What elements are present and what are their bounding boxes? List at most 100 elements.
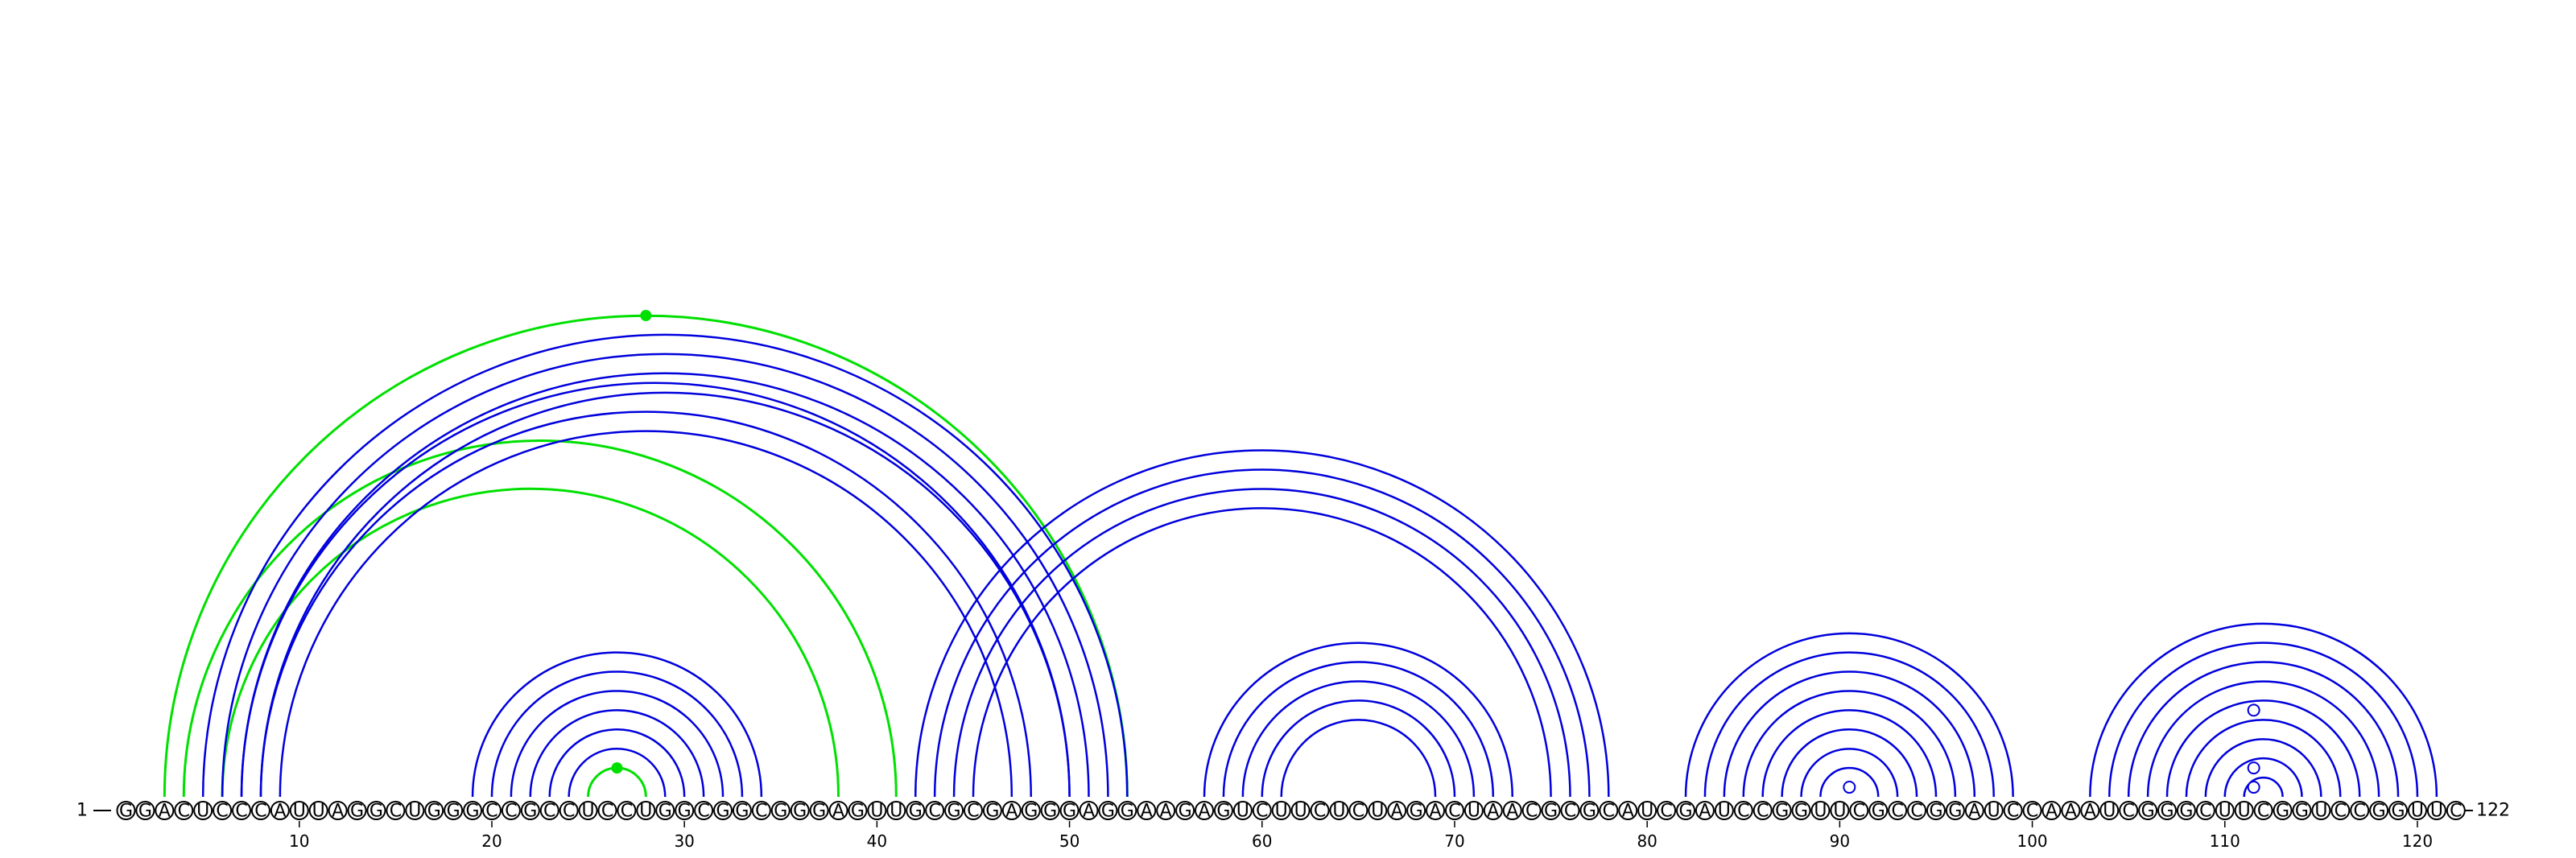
nucleotide-circle [1830, 801, 1850, 820]
nucleotide-letter: U [293, 802, 306, 822]
nucleotide-circle [386, 801, 406, 820]
nucleotide-letter: G [466, 802, 480, 822]
nucleotide: A [1195, 801, 1215, 822]
tick-label: 40 [867, 831, 887, 851]
nucleotide: U [1810, 801, 1831, 822]
nucleotide-letter: G [985, 802, 999, 822]
nucleotide-circle [1368, 801, 1388, 820]
nucleotide: G [982, 801, 1002, 822]
tick-label: 20 [481, 831, 502, 851]
nucleotide-circle [1483, 801, 1503, 820]
tick-label: 100 [2017, 831, 2047, 851]
base-pair-arc [1280, 719, 1437, 798]
nucleotide-circle [520, 801, 540, 820]
nucleotide: C [2195, 801, 2215, 822]
nucleotide-letter: A [1083, 802, 1095, 822]
nucleotide: G [809, 801, 829, 822]
nucleotide: C [2253, 801, 2273, 822]
tick-label: 70 [1444, 831, 1464, 851]
base-pair-arc [259, 391, 1071, 798]
nucleotide: C [501, 801, 521, 822]
nucleotide-circle [2446, 801, 2466, 820]
nucleotide-circle [1772, 801, 1792, 820]
nucleotide-circle [1079, 801, 1099, 820]
open-marker-circle [1843, 781, 1856, 794]
nucleotide-circle [424, 801, 444, 820]
nucleotide: U [2426, 801, 2446, 822]
nucleotide-letter: G [1872, 802, 1885, 822]
nucleotide-letter: G [1544, 802, 1558, 822]
nucleotide-letter: A [1430, 802, 1442, 822]
nucleotide-letter: G [119, 802, 133, 822]
nucleotide-letter: U [1718, 802, 1731, 822]
nucleotide: G [655, 801, 675, 822]
nucleotide: G [2138, 801, 2158, 822]
nucleotide-letter: U [312, 802, 325, 822]
nucleotide-letter: C [1564, 802, 1576, 822]
nucleotide: U [2234, 801, 2254, 822]
nucleotide: U [289, 801, 309, 822]
nucleotide-letter: C [2334, 802, 2347, 822]
base-pair-arc [279, 430, 1013, 798]
nucleotide-circle [1021, 801, 1041, 820]
base-pair-arc [972, 506, 1552, 798]
base-pair-arc [2204, 737, 2322, 798]
nucleotide: C [2330, 801, 2351, 822]
nucleotide-letter: C [2026, 802, 2038, 822]
nucleotide: C [539, 801, 559, 822]
nucleotide-letter: C [505, 802, 517, 822]
nucleotide: U [1637, 801, 1657, 822]
nucleotide-circle [2176, 801, 2196, 820]
nucleotide: C [751, 801, 771, 822]
nucleotide: C [1252, 801, 1272, 822]
alternative-pair-arc [182, 439, 898, 798]
nucleotide-circle [982, 801, 1002, 820]
nucleotide-letter: A [159, 802, 171, 822]
nucleotide-circle [1984, 801, 2004, 820]
nucleotide-letter: G [812, 802, 826, 822]
nucleotide-circle [270, 801, 290, 820]
base-pair-arc [2243, 776, 2284, 798]
nucleotide-circle [944, 801, 964, 820]
nucleotide-circle [1040, 801, 1060, 820]
nucleotide-letter: G [1929, 802, 1942, 822]
nucleotide: G [1676, 801, 1696, 822]
nucleotide: U [1232, 801, 1253, 822]
nucleotide-circle [2350, 801, 2370, 820]
nucleotide-letter: A [1699, 802, 1711, 822]
nucleotide-circle [2080, 801, 2100, 820]
base-pair-arc [548, 728, 686, 798]
nucleotide: G [1117, 801, 1137, 822]
sequence-end-label: 122 [2476, 801, 2510, 821]
nucleotide-letter: G [1121, 802, 1134, 822]
tick-layer: 10 20 30 40 50 60 70 80 90 100 110 120 [289, 821, 2433, 851]
nucleotide-circle [770, 801, 791, 820]
nucleotide-circle [250, 801, 270, 820]
nucleotide: U [867, 801, 887, 822]
nucleotide-circle [578, 801, 598, 820]
nucleotide: U [886, 801, 906, 822]
nucleotide: U [405, 801, 425, 822]
nucleotide-circle [2388, 801, 2409, 820]
base-pair-arc [510, 690, 724, 798]
nucleotide-letter: C [2450, 802, 2462, 822]
nucleotide-circle [2215, 801, 2235, 820]
nucleotide: G [906, 801, 926, 822]
base-pair-arc [2146, 680, 2380, 798]
nucleotide-circle [1059, 801, 1080, 820]
nucleotide-letter: G [1179, 802, 1192, 822]
base-pair-arc [2185, 719, 2342, 798]
nucleotide-circle [1348, 801, 1368, 820]
nucleotide-circle [790, 801, 810, 820]
nucleotide: A [1695, 801, 1715, 822]
nucleotide-letter: U [870, 802, 883, 822]
base-pair-arc [1723, 670, 1976, 798]
nucleotide-circle [1232, 801, 1253, 820]
nucleotide-circle [2003, 801, 2023, 820]
nucleotide: A [2080, 801, 2100, 822]
base-pair-arc [933, 468, 1591, 798]
nucleotide: U [1329, 801, 1349, 822]
nucleotide-letter: U [1294, 802, 1307, 822]
nucleotide-circle [1637, 801, 1657, 820]
